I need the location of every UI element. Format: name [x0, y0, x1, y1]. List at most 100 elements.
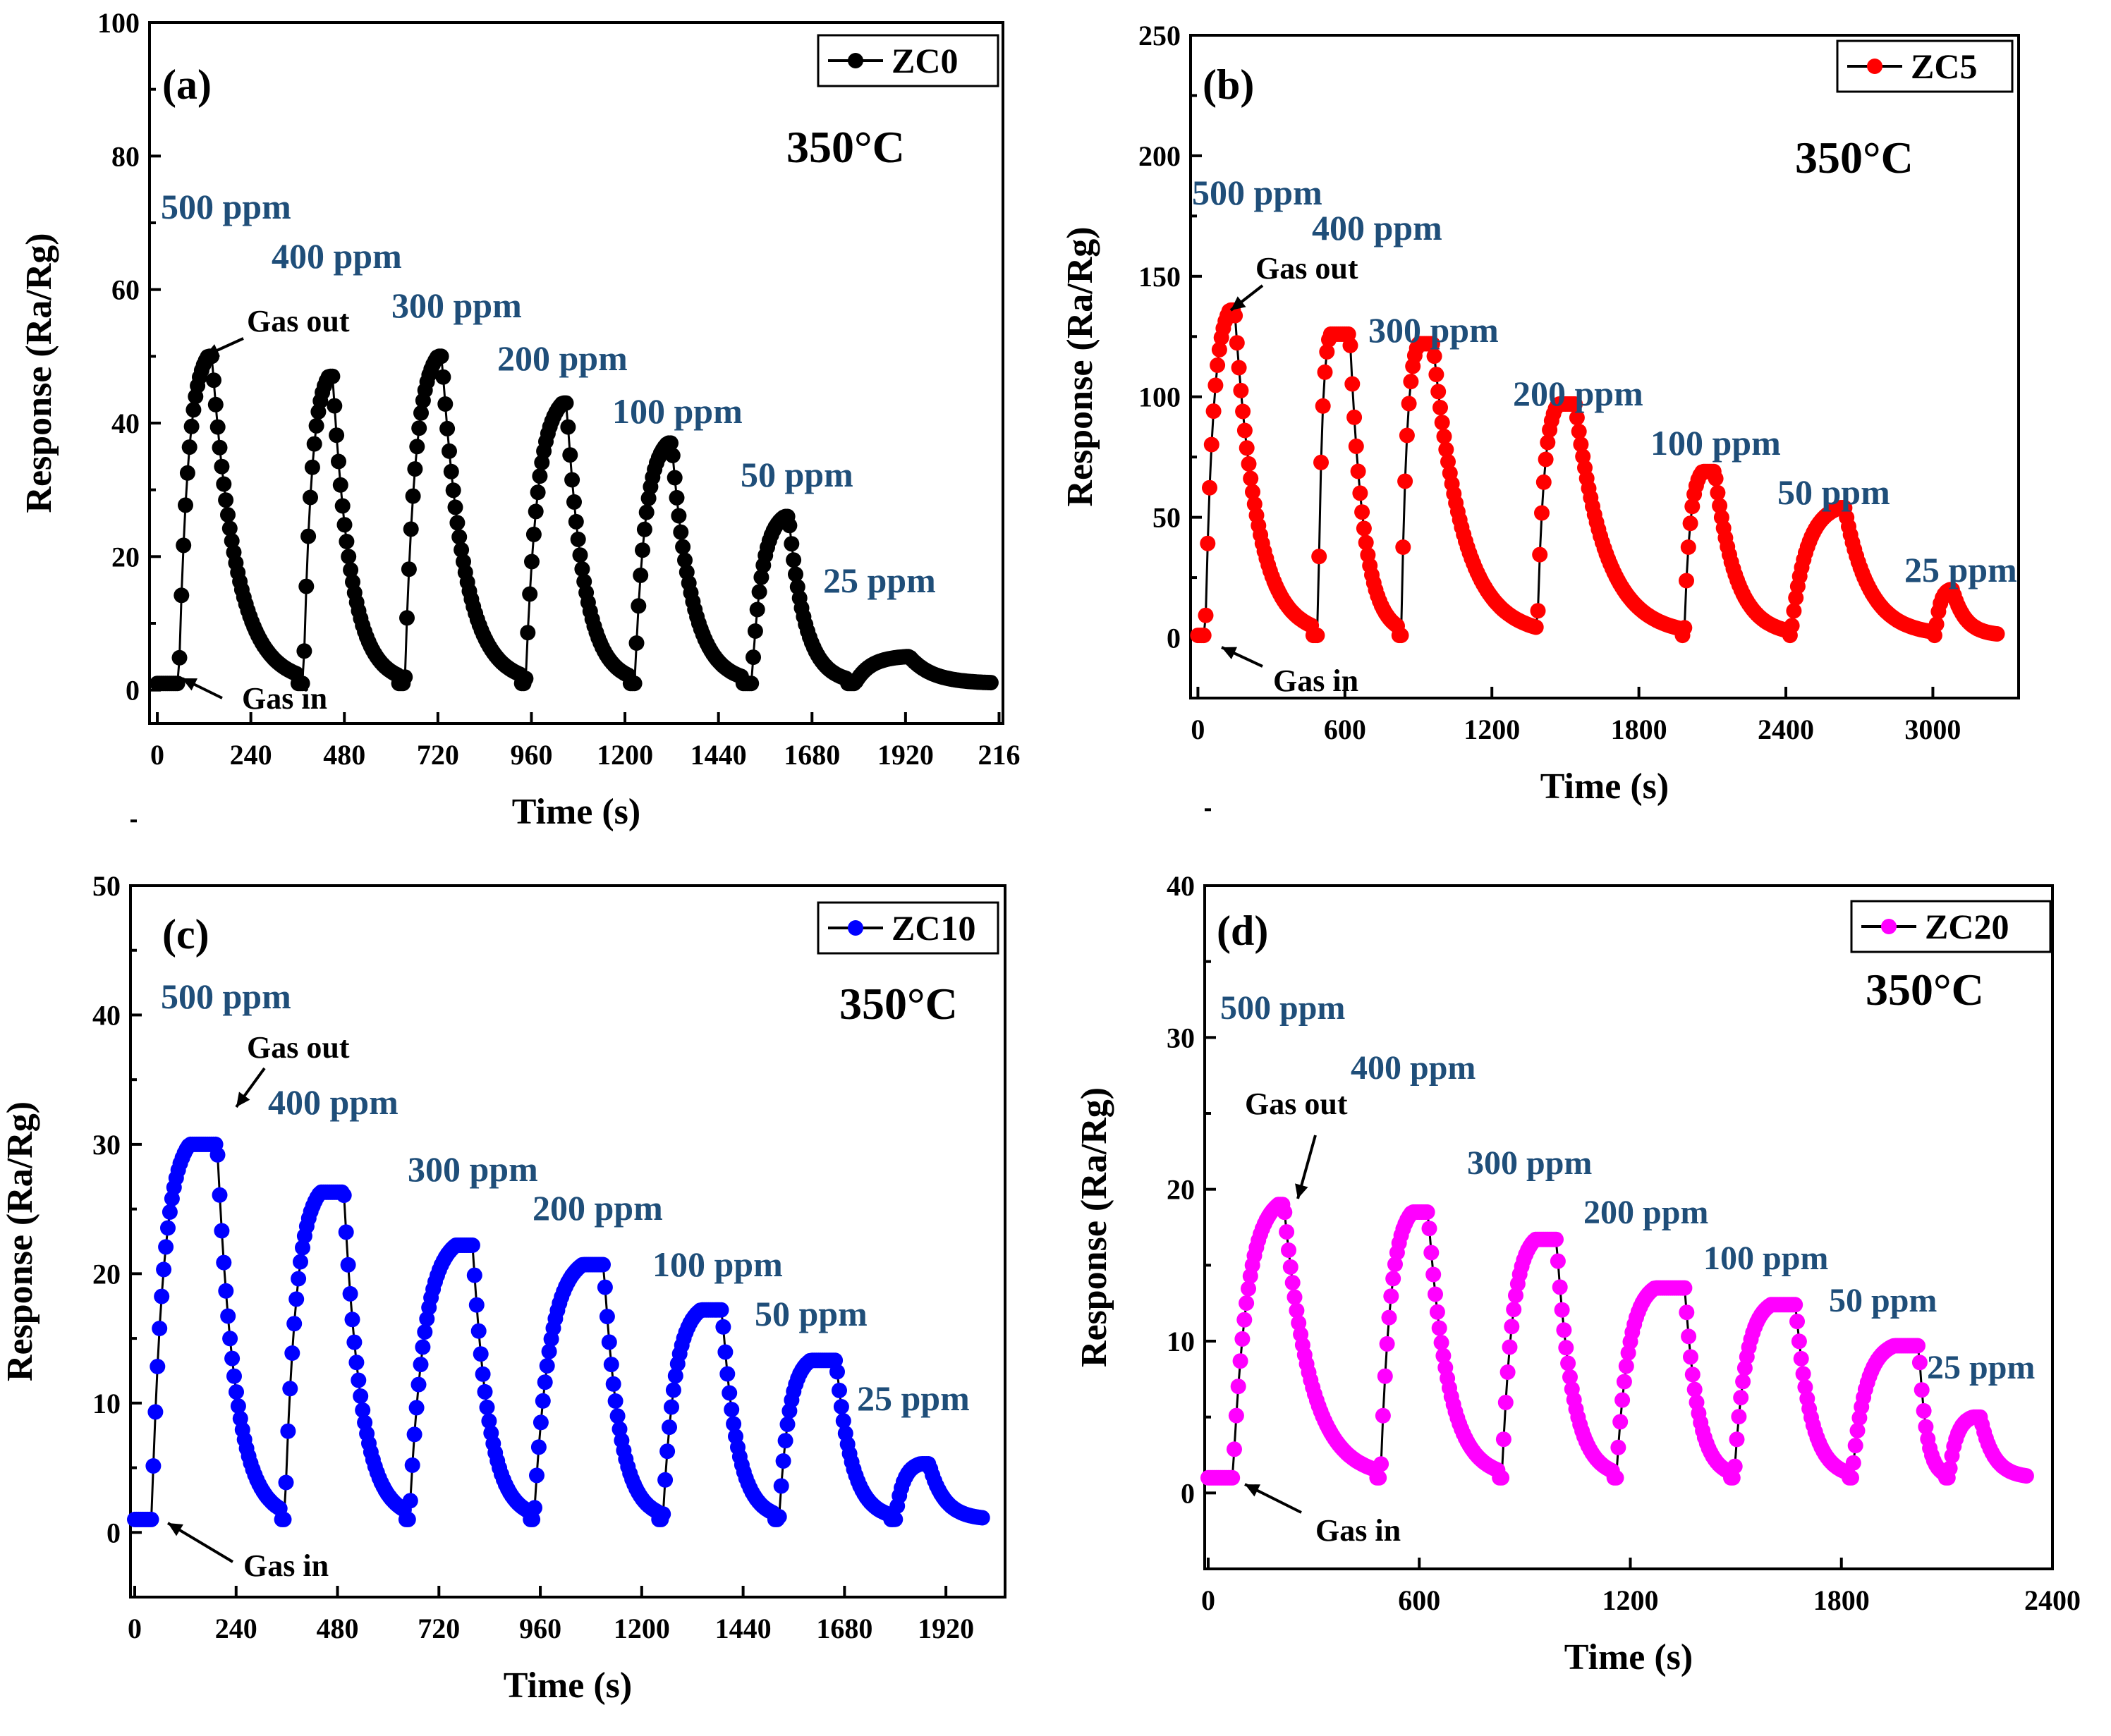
- x-tick-label: 960: [510, 739, 552, 771]
- data-point: [1844, 1469, 1859, 1486]
- data-point: [475, 1366, 491, 1382]
- concentration-label: 300 ppm: [1368, 310, 1499, 350]
- x-tick-label: 600: [1398, 1584, 1440, 1616]
- data-point: [1284, 1275, 1301, 1291]
- data-point: [1289, 1302, 1305, 1319]
- data-point: [612, 1421, 628, 1437]
- x-tick-label: 0: [128, 1613, 142, 1644]
- data-point: [145, 1458, 162, 1474]
- data-point: [413, 405, 429, 421]
- concentration-label: 50 ppm: [1777, 472, 1890, 512]
- data-point: [1788, 589, 1804, 606]
- data-point: [1612, 1414, 1629, 1430]
- data-point: [1540, 434, 1556, 451]
- y-tick-label: 150: [1138, 261, 1181, 293]
- data-point: [401, 561, 417, 577]
- data-point: [1429, 1304, 1445, 1320]
- data-point: [1202, 479, 1217, 496]
- y-tick-label: 0: [1181, 1477, 1195, 1509]
- data-point: [1281, 1242, 1296, 1258]
- data-point: [408, 1400, 425, 1416]
- legend-label: ZC20: [1925, 907, 2009, 946]
- data-point: [663, 435, 679, 451]
- x-tick-label: 1680: [816, 1613, 872, 1644]
- data-point: [300, 528, 317, 544]
- data-point: [558, 395, 574, 411]
- concentration-label: 200 ppm: [1583, 1194, 1708, 1231]
- data-point: [1679, 573, 1694, 589]
- data-point: [677, 552, 693, 568]
- data-point: [298, 578, 315, 594]
- temperature-label: 350°C: [1866, 965, 1984, 1015]
- data-point: [451, 529, 468, 545]
- y-tick-label: 200: [1138, 140, 1181, 172]
- data-point: [1432, 400, 1448, 415]
- data-point: [218, 492, 234, 508]
- data-point: [1373, 1456, 1389, 1472]
- data-point: [308, 417, 324, 434]
- data-point: [974, 1510, 990, 1526]
- data-point: [724, 1402, 740, 1417]
- data-point: [1245, 484, 1260, 500]
- data-point: [1682, 515, 1698, 532]
- y-tick-label: 30: [1167, 1022, 1195, 1053]
- data-point: [1791, 1333, 1807, 1350]
- data-point: [220, 507, 236, 523]
- data-point: [562, 447, 578, 463]
- gas-in-label: Gas in: [1273, 664, 1358, 698]
- data-point: [717, 1344, 734, 1360]
- data-point: [1419, 1204, 1435, 1220]
- data-point: [282, 1381, 298, 1397]
- data-point: [353, 1388, 369, 1404]
- data-point: [574, 561, 590, 577]
- data-point: [162, 1204, 178, 1220]
- data-point: [1428, 1286, 1443, 1302]
- data-point: [1229, 335, 1245, 351]
- data-point: [659, 1443, 676, 1460]
- data-point: [1528, 619, 1544, 635]
- data-point: [1495, 1431, 1511, 1448]
- data-point: [296, 643, 312, 659]
- data-point: [1277, 1204, 1293, 1221]
- data-point: [1200, 535, 1216, 551]
- data-point: [1618, 1358, 1634, 1374]
- y-tick-label: 40: [111, 408, 140, 439]
- data-point: [833, 1399, 849, 1414]
- data-point: [154, 1288, 170, 1304]
- data-point: [179, 465, 195, 481]
- gas-out-label: Gas out: [247, 304, 350, 338]
- data-point: [1434, 415, 1450, 431]
- data-point: [1309, 628, 1325, 644]
- plot-frame: [129, 884, 1006, 1599]
- data-point: [655, 1506, 671, 1522]
- data-point: [747, 623, 763, 639]
- data-point: [1425, 1266, 1442, 1283]
- data-point: [1239, 1295, 1255, 1312]
- legend-marker: [1881, 919, 1897, 934]
- x-axis-label: Time (s): [512, 792, 640, 832]
- y-tick-label: 0: [1167, 623, 1181, 654]
- data-point: [1560, 1355, 1576, 1371]
- concentration-label: 25 ppm: [857, 1379, 970, 1418]
- data-point: [1735, 1374, 1751, 1390]
- data-point: [433, 348, 449, 365]
- panel-c: 0 10 20 30 40 50 0 240 480 720 960 1200 1440 1680 1920…: [0, 819, 1006, 1706]
- data-point: [631, 598, 647, 614]
- concentration-label: 50 ppm: [755, 1294, 868, 1333]
- data-point: [1845, 1455, 1861, 1471]
- data-point: [1573, 436, 1589, 453]
- x-tick-label: 1200: [597, 739, 653, 771]
- data-point: [1430, 384, 1447, 400]
- data-point: [560, 419, 576, 435]
- y-tick-label: 100: [97, 7, 140, 39]
- data-point: [176, 537, 192, 554]
- data-point: [1684, 499, 1701, 515]
- data-point: [407, 461, 423, 477]
- series-points: [127, 1136, 990, 1527]
- temperature-label: 350°C: [839, 979, 958, 1029]
- data-point: [788, 566, 803, 582]
- data-point: [1727, 1458, 1743, 1474]
- data-point: [338, 1224, 354, 1240]
- concentration-label: 400 ppm: [272, 236, 402, 276]
- data-point: [329, 427, 345, 444]
